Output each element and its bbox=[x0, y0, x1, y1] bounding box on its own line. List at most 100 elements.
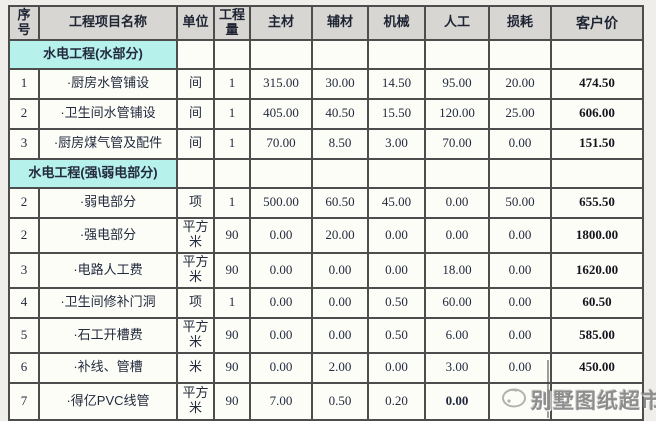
cell-main-material: 0.00 bbox=[249, 216, 313, 254]
cell-quantity: 1 bbox=[213, 286, 251, 319]
cell-project-name: ·得亿PVC线管 bbox=[38, 381, 178, 421]
cell-quantity: 90 bbox=[213, 351, 251, 384]
empty-cell bbox=[488, 38, 552, 70]
cell-unit: 项 bbox=[176, 286, 215, 319]
col-header-quantity: 工程量 bbox=[213, 5, 251, 41]
empty-cell bbox=[311, 38, 369, 70]
cell-project-name: ·厨房水管铺设 bbox=[38, 67, 178, 100]
cell-loss bbox=[488, 381, 552, 421]
table-row: 3 ·电路人工费 平方米 90 0.00 0.00 0.00 18.00 0.0… bbox=[8, 251, 644, 289]
cell-quantity: 90 bbox=[213, 316, 251, 354]
cell-project-name: ·厨房煤气管及配件 bbox=[38, 127, 178, 160]
cell-loss: 0.00 bbox=[488, 351, 552, 384]
col-header-main-material: 主材 bbox=[249, 5, 313, 41]
cell-loss: 25.00 bbox=[488, 97, 552, 130]
watermark-label: 别墅图纸超市 bbox=[531, 389, 656, 413]
cell-no: 3 bbox=[8, 127, 40, 160]
cell-project-name: ·强电部分 bbox=[38, 216, 178, 254]
cell-labor: 0.00 bbox=[424, 381, 490, 421]
cell-main-material: 315.00 bbox=[249, 67, 313, 100]
cell-main-material: 0.00 bbox=[249, 286, 313, 319]
cell-machinery: 15.50 bbox=[367, 97, 426, 130]
cell-main-material: 500.00 bbox=[249, 186, 313, 219]
empty-cell bbox=[213, 157, 251, 189]
cell-quantity: 90 bbox=[213, 381, 251, 421]
col-header-unit: 单位 bbox=[176, 5, 215, 41]
table-row: 1 ·厨房水管铺设 间 1 315.00 30.00 14.50 95.00 2… bbox=[8, 67, 644, 100]
cell-no: 5 bbox=[8, 316, 40, 354]
cell-no: 4 bbox=[8, 286, 40, 319]
empty-cell bbox=[424, 157, 490, 189]
cell-aux-material: 0.00 bbox=[311, 286, 369, 319]
cell-project-name: ·卫生间修补门洞 bbox=[38, 286, 178, 319]
table-row: 2 ·强电部分 平方米 90 0.00 20.00 0.00 0.00 0.00… bbox=[8, 216, 644, 254]
cell-customer-price: 1800.00 bbox=[550, 216, 644, 254]
cell-project-name: ·补线、管槽 bbox=[38, 351, 178, 384]
cell-main-material: 0.00 bbox=[249, 351, 313, 384]
section-title: 水电工程(强\弱电部分) bbox=[8, 157, 178, 189]
cell-quantity: 90 bbox=[213, 251, 251, 289]
cell-machinery: 0.00 bbox=[367, 216, 426, 254]
quotation-table: 序号 工程项目名称 单位 工程量 主材 辅材 机械 人工 损耗 客户价 水电工程… bbox=[8, 5, 644, 421]
cell-quantity: 1 bbox=[213, 186, 251, 219]
cell-main-material: 7.00 bbox=[249, 381, 313, 421]
cell-customer-price: 60.50 bbox=[550, 286, 644, 319]
table-row: 7 ·得亿PVC线管 平方米 90 7.00 0.50 0.20 0.00 bbox=[8, 381, 644, 421]
col-header-no: 序号 bbox=[8, 5, 40, 41]
cell-customer-price: 606.00 bbox=[550, 97, 644, 130]
cell-unit: 平方米 bbox=[176, 251, 215, 289]
cell-unit: 项 bbox=[176, 186, 215, 219]
cell-loss: 0.00 bbox=[488, 216, 552, 254]
cell-no: 7 bbox=[8, 381, 40, 421]
empty-cell bbox=[176, 38, 215, 70]
col-header-customer-price: 客户价 bbox=[550, 5, 644, 41]
cell-customer-price: 474.50 bbox=[550, 67, 644, 100]
circle-logo-icon bbox=[500, 383, 528, 416]
empty-cell bbox=[550, 157, 644, 189]
col-header-labor: 人工 bbox=[424, 5, 490, 41]
cell-labor: 3.00 bbox=[424, 351, 490, 384]
empty-cell bbox=[249, 38, 313, 70]
cell-main-material: 0.00 bbox=[249, 251, 313, 289]
cell-aux-material: 0.50 bbox=[311, 381, 369, 421]
cell-machinery: 3.00 bbox=[367, 127, 426, 160]
cell-aux-material: 60.50 bbox=[311, 186, 369, 219]
cell-project-name: ·石工开槽费 bbox=[38, 316, 178, 354]
cell-aux-material: 20.00 bbox=[311, 216, 369, 254]
cell-unit: 间 bbox=[176, 97, 215, 130]
section-row: 水电工程(强\弱电部分) bbox=[8, 157, 644, 189]
cell-no: 1 bbox=[8, 67, 40, 100]
cell-aux-material: 2.00 bbox=[311, 351, 369, 384]
cell-labor: 18.00 bbox=[424, 251, 490, 289]
empty-cell bbox=[367, 38, 426, 70]
table-row: 3 ·厨房煤气管及配件 间 1 70.00 8.50 3.00 70.00 0.… bbox=[8, 127, 644, 160]
cell-machinery: 14.50 bbox=[367, 67, 426, 100]
cell-main-material: 0.00 bbox=[249, 316, 313, 354]
cell-labor: 0.00 bbox=[424, 216, 490, 254]
cell-loss: 0.00 bbox=[488, 286, 552, 319]
col-header-loss: 损耗 bbox=[488, 5, 552, 41]
cell-unit: 平方米 bbox=[176, 316, 215, 354]
cell-aux-material: 40.50 bbox=[311, 97, 369, 130]
cell-customer-price: 1620.00 bbox=[550, 251, 644, 289]
cell-labor: 70.00 bbox=[424, 127, 490, 160]
cell-machinery: 45.00 bbox=[367, 186, 426, 219]
table-row: 6 ·补线、管槽 米 90 0.00 2.00 0.00 3.00 0.00 4… bbox=[8, 351, 644, 384]
empty-cell bbox=[213, 38, 251, 70]
cell-loss: 50.00 bbox=[488, 186, 552, 219]
cell-quantity: 1 bbox=[213, 67, 251, 100]
quotation-sheet: 序号 工程项目名称 单位 工程量 主材 辅材 机械 人工 损耗 客户价 水电工程… bbox=[8, 5, 644, 421]
empty-cell bbox=[424, 38, 490, 70]
table-header-row: 序号 工程项目名称 单位 工程量 主材 辅材 机械 人工 损耗 客户价 bbox=[8, 5, 644, 41]
cell-labor: 120.00 bbox=[424, 97, 490, 130]
cell-machinery: 0.00 bbox=[367, 251, 426, 289]
col-header-project-name: 工程项目名称 bbox=[38, 5, 178, 41]
empty-cell bbox=[550, 38, 644, 70]
cell-no: 3 bbox=[8, 251, 40, 289]
cell-machinery: 0.50 bbox=[367, 316, 426, 354]
cell-main-material: 70.00 bbox=[249, 127, 313, 160]
cell-loss: 0.00 bbox=[488, 251, 552, 289]
empty-cell bbox=[176, 157, 215, 189]
cell-project-name: ·卫生间水管铺设 bbox=[38, 97, 178, 130]
cell-unit: 平方米 bbox=[176, 381, 215, 421]
